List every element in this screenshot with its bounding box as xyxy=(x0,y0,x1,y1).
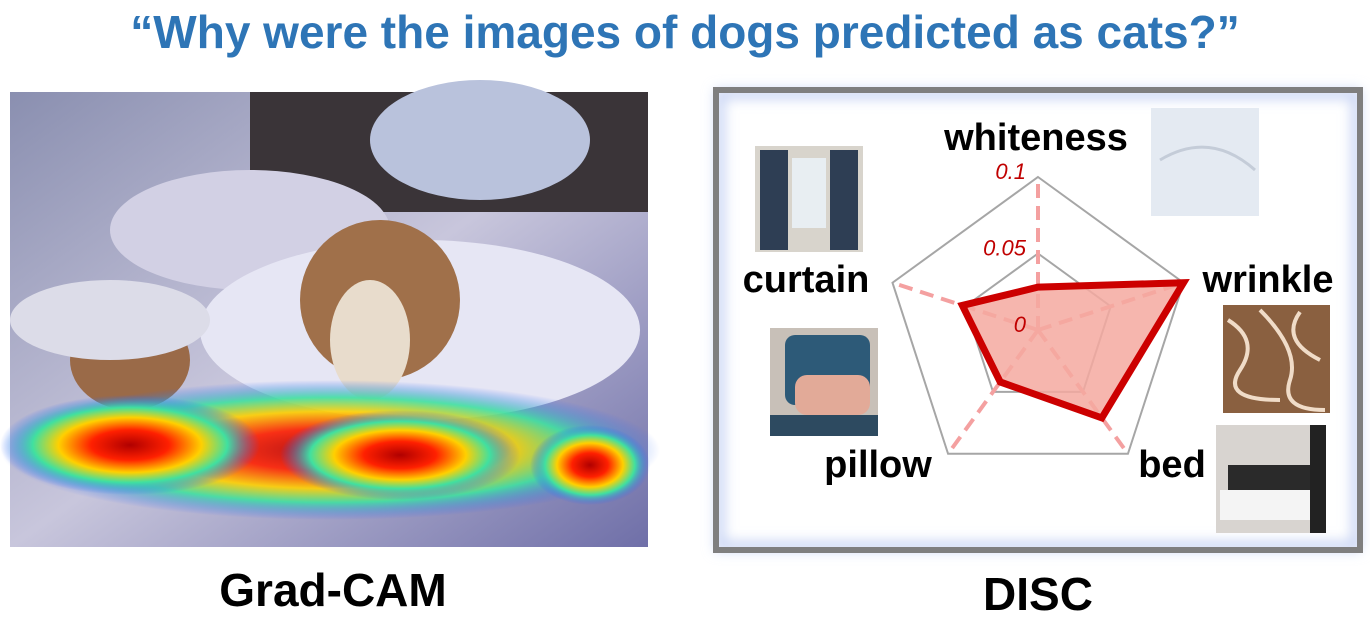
category-label: wrinkle xyxy=(1202,259,1334,301)
r-tick-label: 0 xyxy=(1014,312,1027,337)
thumb-wrinkle xyxy=(1223,305,1330,413)
figure-title: “Why were the images of dogs predicted a… xyxy=(130,6,1239,58)
r-tick-label: 0.05 xyxy=(983,235,1027,260)
thumb-pillow xyxy=(770,328,878,436)
left-caption: Grad-CAM xyxy=(219,564,446,616)
r-tick-label: 0.1 xyxy=(995,159,1026,184)
category-label: curtain xyxy=(743,259,870,301)
category-label: whiteness xyxy=(943,117,1128,159)
thumb-curtain xyxy=(755,146,863,252)
data-area xyxy=(957,279,1190,423)
thumb-bed xyxy=(1216,425,1326,533)
frame-glow xyxy=(715,89,1361,551)
thumb-whiteness xyxy=(1151,108,1259,216)
chart-caption: DISC xyxy=(983,568,1093,620)
category-label: bed xyxy=(1138,444,1206,486)
gradcam-image xyxy=(0,80,660,547)
grid-ring xyxy=(891,175,1185,455)
category-label: pillow xyxy=(824,444,932,486)
frame xyxy=(713,87,1363,553)
